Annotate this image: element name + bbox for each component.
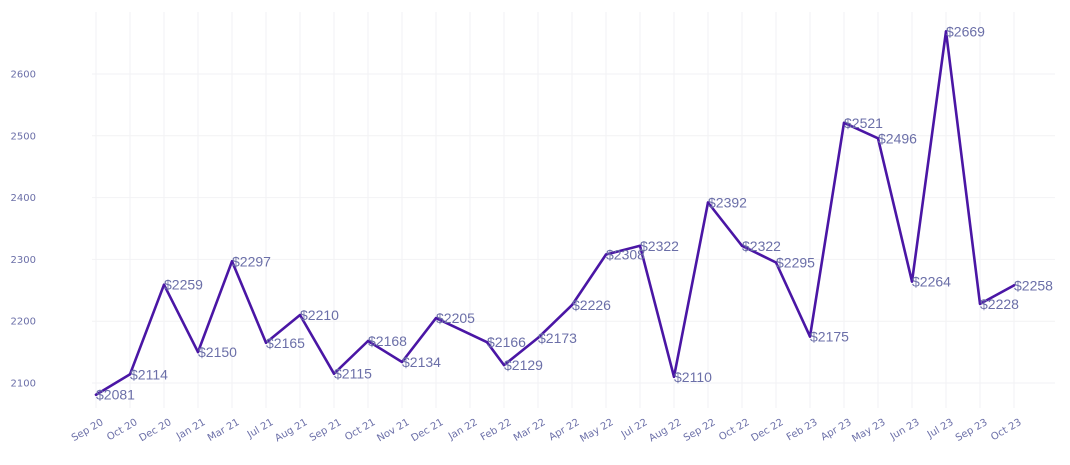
x-tick-label: Feb 23 xyxy=(785,417,820,443)
data-label: $2175 xyxy=(810,329,849,345)
data-point xyxy=(264,341,268,345)
data-label: $2295 xyxy=(776,254,815,270)
data-point xyxy=(502,363,506,367)
data-point xyxy=(1012,284,1016,287)
y-tick-label: 2100 xyxy=(11,379,36,390)
y-tick-label: 2200 xyxy=(11,317,36,328)
data-point xyxy=(366,339,370,343)
x-tick-label: Jan 22 xyxy=(446,417,479,443)
x-tick-label: Mar 21 xyxy=(206,417,242,444)
data-label: $2226 xyxy=(572,297,611,313)
data-point xyxy=(604,253,608,256)
x-tick-label: Oct 20 xyxy=(105,417,139,443)
data-label: $2228 xyxy=(980,296,1019,312)
data-point xyxy=(128,373,132,376)
x-tick-label: Mar 22 xyxy=(512,417,548,444)
data-point xyxy=(94,393,98,396)
y-axis: 2100 2200 2300 2400 2500 2600 xyxy=(11,70,36,390)
data-label: $2521 xyxy=(844,115,883,131)
data-label: $2308 xyxy=(606,246,645,262)
x-tick-label: Sep 21 xyxy=(308,417,344,444)
x-tick-label: Dec 21 xyxy=(409,417,445,444)
data-label: $2669 xyxy=(946,23,985,39)
data-point xyxy=(876,137,880,140)
data-point xyxy=(298,313,302,317)
data-label: $2264 xyxy=(912,274,951,290)
data-label: $2166 xyxy=(487,334,526,350)
x-tick-label: Aug 21 xyxy=(273,417,309,444)
data-point xyxy=(672,375,676,379)
x-tick-label: Jun 23 xyxy=(888,417,922,443)
series xyxy=(94,30,1016,396)
data-label: $2322 xyxy=(742,238,781,254)
grid xyxy=(92,12,1055,408)
data-point xyxy=(536,336,540,340)
data-label: $2150 xyxy=(198,344,237,360)
data-label: $2129 xyxy=(504,357,543,373)
data-point xyxy=(944,30,948,33)
y-tick-label: 2300 xyxy=(11,255,36,266)
data-point xyxy=(774,261,778,264)
data-label: $2168 xyxy=(368,333,407,349)
data-point xyxy=(638,244,642,248)
data-point xyxy=(162,283,166,286)
data-point xyxy=(196,350,200,354)
x-tick-label: Oct 21 xyxy=(343,417,377,443)
data-label: $2114 xyxy=(130,366,168,382)
data-label: $2259 xyxy=(164,277,203,293)
data-point xyxy=(570,303,574,307)
x-tick-label: Sep 22 xyxy=(682,417,718,444)
x-tick-label: Dec 20 xyxy=(137,417,173,444)
data-label: $2081 xyxy=(96,387,135,403)
x-tick-label: Oct 22 xyxy=(717,417,751,443)
y-tick-label: 2500 xyxy=(11,131,36,142)
y-tick-label: 2400 xyxy=(11,193,36,204)
data-point xyxy=(978,302,982,306)
data-labels: $2081 $2114 $2259 $2150 $2297 $2165 $2210 $2115… xyxy=(96,23,1053,402)
data-point xyxy=(808,335,812,338)
data-point xyxy=(706,201,710,204)
data-point xyxy=(230,260,234,263)
x-tick-label: Jul 23 xyxy=(925,417,956,441)
x-tick-label: Dec 22 xyxy=(749,417,785,444)
data-label: $2205 xyxy=(436,310,475,326)
series-line xyxy=(94,30,1016,396)
data-point xyxy=(434,316,438,320)
data-label: $2322 xyxy=(640,238,679,254)
data-point xyxy=(400,360,404,364)
x-tick-label: Sep 20 xyxy=(70,417,106,444)
data-label: $2258 xyxy=(1014,277,1053,293)
x-tick-label: Sep 23 xyxy=(954,417,990,444)
data-label: $2496 xyxy=(878,130,917,146)
x-tick-label: May 23 xyxy=(850,417,887,445)
data-point xyxy=(332,372,336,375)
data-point xyxy=(485,341,489,344)
data-label: $2165 xyxy=(266,335,305,351)
data-label: $2115 xyxy=(334,366,372,382)
data-point xyxy=(842,121,846,125)
x-tick-label: Oct 23 xyxy=(989,417,1023,443)
data-point xyxy=(740,244,744,248)
x-tick-label: Aug 22 xyxy=(647,417,683,444)
x-tick-label: Jan 21 xyxy=(174,417,207,443)
data-label: $2173 xyxy=(538,330,577,346)
data-label: $2297 xyxy=(232,253,271,269)
x-tick-label: Jul 22 xyxy=(619,417,650,441)
x-tick-label: Apr 23 xyxy=(819,417,853,443)
data-label: $2134 xyxy=(402,354,441,370)
data-label: $2392 xyxy=(708,195,747,211)
x-tick-label: Feb 22 xyxy=(479,417,514,443)
x-tick-label: Jul 21 xyxy=(245,417,276,441)
data-point xyxy=(910,280,914,283)
x-tick-label: Nov 21 xyxy=(375,417,411,444)
data-label: $2210 xyxy=(300,307,339,323)
x-tick-label: May 22 xyxy=(578,417,615,445)
y-tick-label: 2600 xyxy=(11,70,36,81)
data-label: $2110 xyxy=(674,369,712,385)
x-tick-label: Apr 22 xyxy=(547,417,581,443)
